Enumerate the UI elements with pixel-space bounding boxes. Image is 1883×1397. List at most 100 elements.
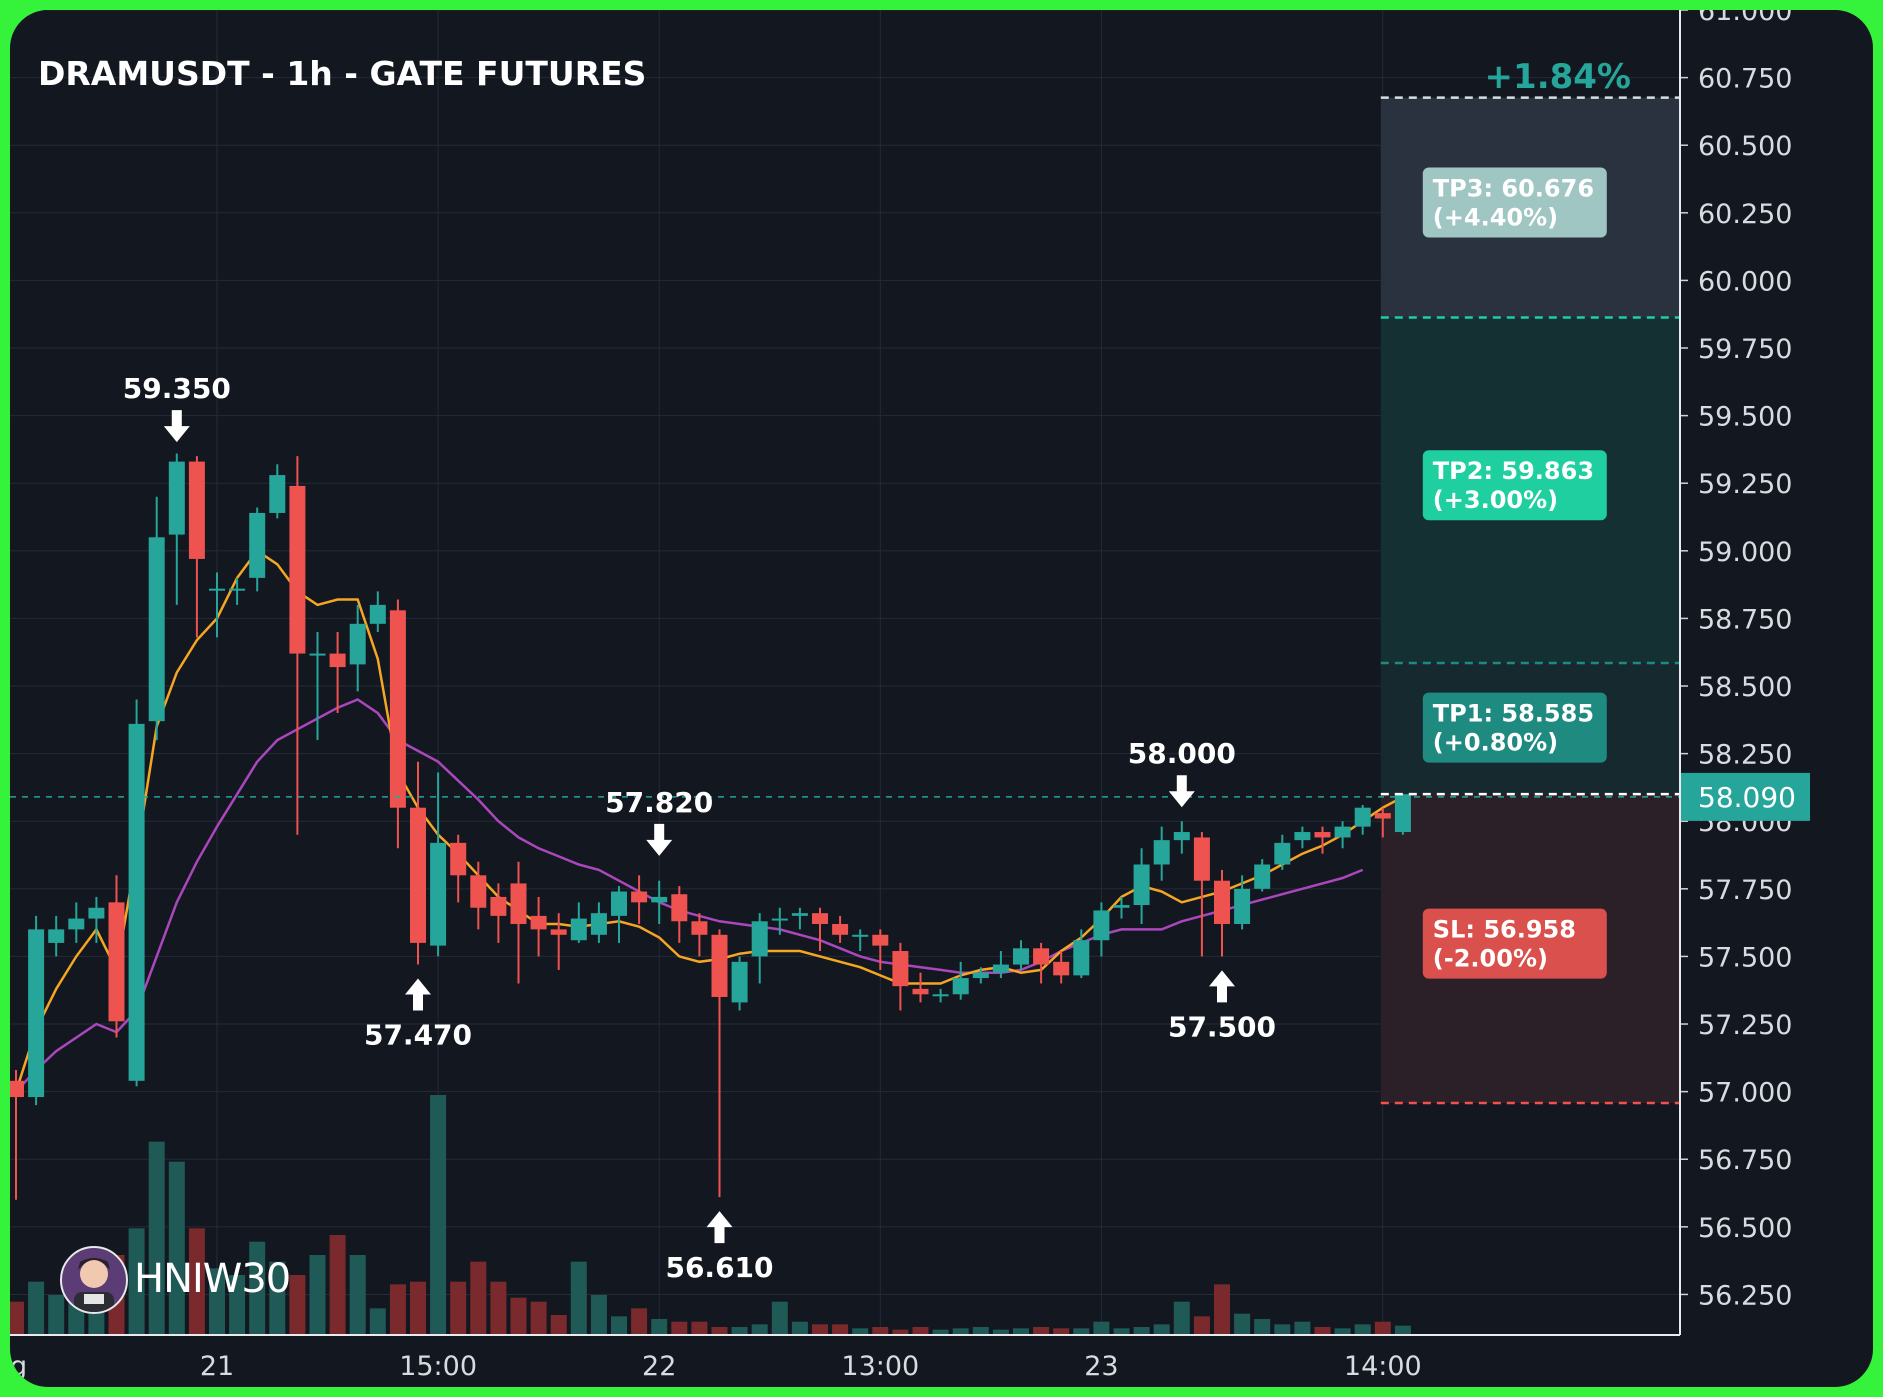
volume-bar bbox=[1013, 1328, 1029, 1335]
candle bbox=[1113, 896, 1130, 919]
avatar-icon bbox=[60, 1246, 128, 1314]
volume-bar bbox=[1354, 1324, 1371, 1335]
axes: 61.000 60.750 60.500 60.250 60.000 59.750 59.5… bbox=[10, 10, 1810, 1382]
sl-label: SL: 56.958(-2.00%) bbox=[1422, 908, 1607, 979]
tp1-label-percent: (+0.80%) bbox=[1433, 729, 1558, 757]
candle bbox=[872, 929, 889, 970]
volume-bars bbox=[10, 1095, 1411, 1335]
candle-body bbox=[229, 588, 246, 591]
arrow-down-icon bbox=[1168, 775, 1195, 808]
volume-bar bbox=[309, 1255, 326, 1335]
candle bbox=[1274, 834, 1291, 870]
volume-bar bbox=[490, 1281, 507, 1335]
candle-body bbox=[249, 512, 266, 578]
volume-bar bbox=[611, 1316, 627, 1335]
x-tick-label: 14:00 bbox=[1344, 1351, 1422, 1382]
volume-bar bbox=[771, 1301, 788, 1335]
candle bbox=[691, 913, 708, 957]
candle bbox=[711, 929, 728, 1198]
candle-body bbox=[1294, 832, 1311, 841]
candle bbox=[389, 599, 406, 849]
candle bbox=[1234, 875, 1251, 930]
candle bbox=[912, 972, 929, 1003]
candle-body bbox=[28, 929, 45, 1098]
watermark-name: HNIW30 bbox=[134, 1256, 291, 1302]
candles[interactable] bbox=[10, 453, 1411, 1200]
price-chart[interactable]: TP3: 60.676(+4.40%)TP2: 59.863(+3.00%)TP… bbox=[10, 10, 1873, 1387]
candle-body bbox=[68, 918, 85, 930]
candle-body bbox=[892, 951, 909, 987]
candle-body bbox=[972, 972, 989, 979]
candle-body bbox=[1193, 837, 1210, 881]
volume-bar bbox=[691, 1321, 708, 1335]
candle-body bbox=[952, 978, 969, 995]
candle-body bbox=[530, 915, 547, 930]
candle bbox=[1294, 826, 1311, 849]
y-tick-label: 57.250 bbox=[1698, 1010, 1792, 1041]
annotation-label: 57.470 bbox=[364, 1019, 472, 1052]
candle bbox=[671, 886, 688, 943]
sl-label-box bbox=[1422, 908, 1607, 979]
tp1-label-price: TP1: 58.585 bbox=[1433, 700, 1594, 728]
current-price-label: 58.090 bbox=[1698, 781, 1796, 814]
candle bbox=[269, 464, 286, 519]
candle bbox=[952, 961, 969, 1000]
candle bbox=[10, 1070, 24, 1200]
volume-bar bbox=[1394, 1325, 1411, 1335]
y-tick-label: 56.250 bbox=[1698, 1280, 1792, 1311]
volume-bar bbox=[1153, 1324, 1170, 1335]
arrow-down-icon bbox=[163, 410, 190, 443]
candle-body bbox=[128, 723, 145, 1081]
y-tick-label: 56.500 bbox=[1698, 1213, 1792, 1244]
candle-body bbox=[611, 891, 627, 916]
candle bbox=[48, 915, 65, 957]
candle-body bbox=[832, 923, 849, 935]
annotation: 56.610 bbox=[665, 1211, 774, 1284]
candle-body bbox=[711, 934, 728, 997]
candle bbox=[1173, 821, 1190, 854]
candle-body bbox=[108, 902, 125, 1022]
candle-body bbox=[1133, 864, 1150, 906]
y-tick-label: 61.000 bbox=[1698, 10, 1792, 27]
annotation: 57.470 bbox=[364, 978, 472, 1052]
candle-body bbox=[48, 929, 65, 943]
volume-bar bbox=[872, 1327, 889, 1335]
volume-bar bbox=[1073, 1328, 1090, 1335]
y-tick-label: 57.750 bbox=[1698, 875, 1792, 906]
volume-bar bbox=[731, 1327, 748, 1335]
candle-body bbox=[771, 918, 788, 921]
candle bbox=[570, 902, 587, 943]
candle-body bbox=[550, 929, 567, 935]
tp1-label: TP1: 58.585(+0.80%) bbox=[1422, 692, 1607, 763]
candle-body bbox=[872, 934, 889, 946]
candle-body bbox=[1394, 794, 1411, 833]
candle-body bbox=[691, 921, 708, 935]
candle-body bbox=[188, 461, 205, 559]
candle-body bbox=[1153, 840, 1170, 865]
volume-bar bbox=[209, 1268, 225, 1335]
candle-body bbox=[1033, 948, 1050, 965]
x-tick-label: 21 bbox=[200, 1351, 234, 1382]
candle-body bbox=[269, 475, 286, 513]
candle-body bbox=[450, 842, 467, 876]
ma-fast-line bbox=[14, 549, 1404, 1092]
volume-bar bbox=[952, 1328, 969, 1335]
volume-bar bbox=[812, 1324, 828, 1335]
candle bbox=[1033, 942, 1050, 984]
candle-body bbox=[1354, 807, 1371, 827]
candle-body bbox=[651, 896, 668, 903]
candle-body bbox=[852, 934, 869, 937]
candle-body bbox=[590, 913, 607, 935]
candle bbox=[209, 572, 225, 638]
arrow-up-icon bbox=[1209, 970, 1235, 1003]
candle bbox=[812, 907, 828, 952]
candle-body bbox=[731, 961, 748, 1003]
volume-bar bbox=[912, 1327, 929, 1335]
candle-body bbox=[470, 875, 487, 908]
volume-bar bbox=[631, 1308, 648, 1335]
annotation-label: 57.500 bbox=[1168, 1010, 1276, 1043]
volume-bar bbox=[791, 1321, 808, 1335]
candle-body bbox=[1234, 888, 1251, 924]
volume-bar bbox=[671, 1321, 688, 1335]
volume-bar bbox=[550, 1315, 567, 1335]
